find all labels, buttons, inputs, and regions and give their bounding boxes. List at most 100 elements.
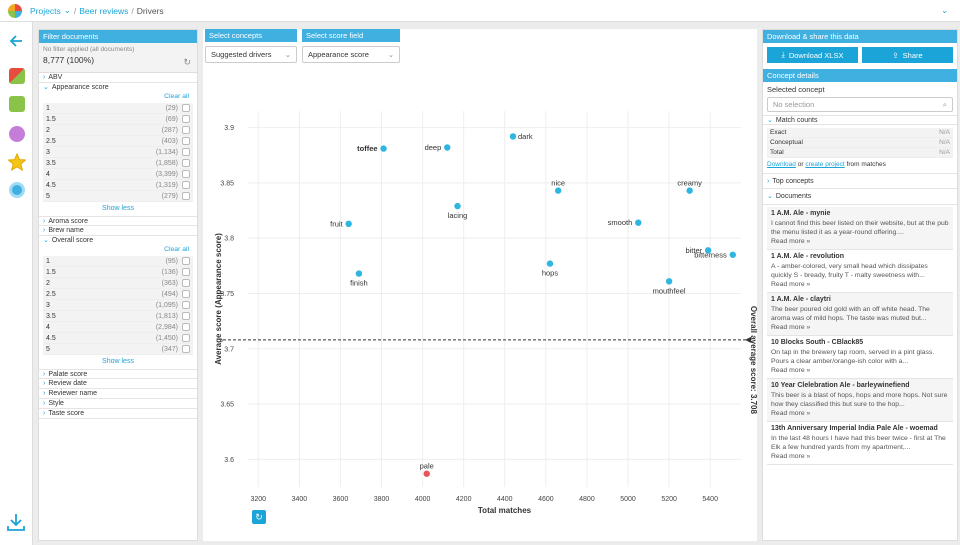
filter-checkbox[interactable] (182, 279, 190, 287)
filter-checkbox[interactable] (182, 301, 190, 309)
filter-value-row[interactable]: 1 (95) (43, 256, 193, 267)
back-arrow-icon[interactable] (8, 34, 24, 48)
data-point-label[interactable]: nice (551, 179, 565, 188)
filter-value-row[interactable]: 5 (347) (43, 344, 193, 355)
filter-checkbox[interactable] (182, 290, 190, 298)
filter-checkbox[interactable] (182, 268, 190, 276)
chart-icon[interactable] (9, 96, 25, 112)
concept-search-input[interactable]: No selection ⌕ (767, 97, 953, 112)
read-more-link[interactable]: Read more » (771, 238, 811, 245)
data-point[interactable] (380, 145, 387, 152)
section-style[interactable]: › Style (39, 399, 197, 409)
filter-checkbox[interactable] (182, 126, 190, 134)
filter-value-row[interactable]: 1.5 (136) (43, 267, 193, 278)
section-aroma-score[interactable]: › Aroma score (39, 216, 197, 226)
data-point[interactable] (444, 144, 451, 151)
data-point[interactable] (635, 219, 642, 226)
read-more-link[interactable]: Read more » (771, 281, 811, 288)
data-point[interactable] (686, 187, 693, 194)
filter-checkbox[interactable] (182, 345, 190, 353)
filter-value-row[interactable]: 5 (279) (43, 191, 193, 202)
data-point-label[interactable]: mouthfeel (653, 286, 686, 295)
section-abv[interactable]: › ABV (39, 73, 197, 83)
data-point-label[interactable]: finish (350, 279, 368, 288)
filter-checkbox[interactable] (182, 323, 190, 331)
data-point[interactable] (423, 470, 430, 477)
filter-value-row[interactable]: 1 (29) (43, 103, 193, 114)
filter-value-row[interactable]: 4.5 (1,450) (43, 333, 193, 344)
create-project-link[interactable]: create project (805, 161, 845, 168)
filter-value-row[interactable]: 2 (363) (43, 278, 193, 289)
filter-value-row[interactable]: 3.5 (1,813) (43, 311, 193, 322)
overall-show-less[interactable]: Show less (102, 358, 134, 365)
data-point[interactable] (345, 220, 352, 227)
filter-value-row[interactable]: 3 (1,134) (43, 147, 193, 158)
filter-value-row[interactable]: 3 (1,095) (43, 300, 193, 311)
data-point-label[interactable]: fruit (330, 219, 343, 228)
filter-value-row[interactable]: 2.5 (403) (43, 136, 193, 147)
compass-icon[interactable] (9, 126, 25, 142)
appearance-clear-all[interactable]: Clear all (164, 93, 189, 100)
filter-checkbox[interactable] (182, 148, 190, 156)
filter-checkbox[interactable] (182, 334, 190, 342)
filter-value-row[interactable]: 2 (287) (43, 125, 193, 136)
app-logo-icon[interactable] (8, 3, 22, 18)
data-point-label[interactable]: bitter (685, 246, 702, 255)
data-point-label[interactable]: bitterness (694, 250, 727, 259)
download-icon[interactable] (6, 512, 26, 532)
section-palate-score[interactable]: › Palate score (39, 369, 197, 379)
data-point[interactable] (546, 260, 554, 267)
data-point-label[interactable]: smooth (608, 218, 633, 227)
section-top-concepts[interactable]: › Top concepts (763, 173, 957, 189)
read-more-link[interactable]: Read more » (771, 453, 811, 460)
filter-value-row[interactable]: 3.5 (1,858) (43, 158, 193, 169)
score-field-dropdown[interactable]: Appearance score ⌄ (302, 46, 400, 63)
filter-checkbox[interactable] (182, 137, 190, 145)
breadcrumb-project[interactable]: Beer reviews (79, 5, 129, 16)
section-documents[interactable]: ⌄ Documents (763, 189, 957, 205)
account-chevron-icon[interactable]: ⌄ (941, 6, 948, 15)
filter-value-row[interactable]: 4.5 (1,319) (43, 180, 193, 191)
appearance-show-less[interactable]: Show less (102, 205, 134, 212)
data-point[interactable] (729, 251, 736, 258)
section-brew-name[interactable]: › Brew name (39, 226, 197, 236)
filter-checkbox[interactable] (182, 192, 190, 200)
breadcrumb-projects[interactable]: Projects (30, 5, 61, 16)
filter-checkbox[interactable] (182, 170, 190, 178)
data-point[interactable] (554, 187, 562, 194)
reset-zoom-icon[interactable]: ↻ (252, 510, 266, 524)
drivers-star-icon[interactable] (8, 153, 26, 171)
filter-value-row[interactable]: 2.5 (494) (43, 289, 193, 300)
overall-clear-all[interactable]: Clear all (164, 246, 189, 253)
data-point-label[interactable]: lacing (448, 211, 468, 220)
filter-checkbox[interactable] (182, 312, 190, 320)
data-point[interactable] (509, 133, 517, 140)
read-more-link[interactable]: Read more » (771, 410, 811, 417)
download-xlsx-button[interactable]: ⤓ Download XLSX (767, 47, 858, 63)
data-point-label[interactable]: pale (420, 462, 434, 471)
read-more-link[interactable]: Read more » (771, 324, 811, 331)
data-point[interactable] (665, 278, 673, 285)
explore-icon[interactable] (9, 182, 25, 198)
download-link[interactable]: Download (767, 161, 796, 168)
filter-value-row[interactable]: 4 (3,399) (43, 169, 193, 180)
section-appearance-score[interactable]: ⌄ Appearance score (43, 84, 109, 91)
data-point-label[interactable]: toffee (357, 144, 377, 153)
analytics-icon[interactable] (9, 68, 25, 84)
data-point[interactable] (704, 247, 712, 254)
reset-icon[interactable]: ↻ (183, 57, 191, 67)
data-point-label[interactable]: dark (518, 132, 533, 141)
filter-value-row[interactable]: 1.5 (69) (43, 114, 193, 125)
filter-checkbox[interactable] (182, 115, 190, 123)
data-point-label[interactable]: creamy (677, 179, 702, 188)
section-reviewer-name[interactable]: › Reviewer name (39, 389, 197, 399)
data-point-label[interactable]: deep (425, 143, 442, 152)
section-match-counts[interactable]: ⌄ Match counts (763, 115, 957, 125)
data-point[interactable] (454, 202, 461, 210)
section-overall-score[interactable]: ⌄ Overall score (43, 237, 94, 244)
filter-checkbox[interactable] (182, 159, 190, 167)
data-point-label[interactable]: hops (542, 269, 559, 278)
data-point[interactable] (355, 270, 363, 277)
section-review-date[interactable]: › Review date (39, 379, 197, 389)
share-button[interactable]: ⇪ Share (862, 47, 953, 63)
